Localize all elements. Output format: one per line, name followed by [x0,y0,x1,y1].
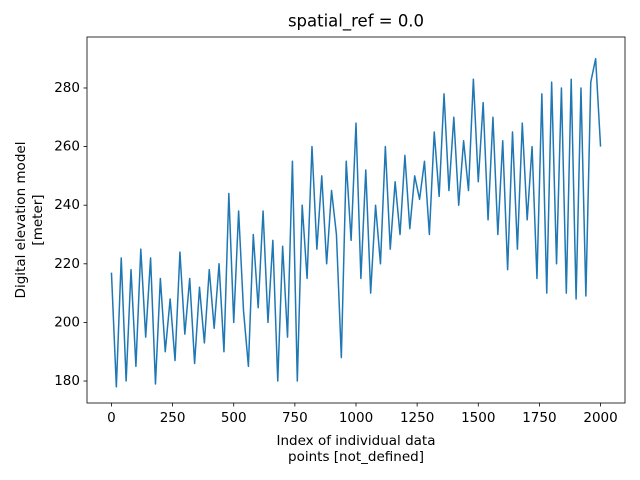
x-tick-label: 750 [282,410,308,426]
y-axis-label: [meter] [30,194,46,245]
x-tick-label: 250 [160,410,186,426]
y-tick-label: 280 [54,80,80,96]
y-axis-label: Digital elevation model [13,142,29,299]
x-axis-label: points [not_defined] [288,449,424,465]
plot-frame [86,36,626,404]
x-tick-label: 1750 [522,410,556,426]
y-tick-label: 200 [54,314,80,330]
x-tick-label: 1250 [400,410,434,426]
y-tick-label: 240 [54,197,80,213]
x-axis-label: Index of individual data [277,433,436,449]
x-tick-label: 2000 [583,410,617,426]
chart-title: spatial_ref = 0.0 [288,12,424,32]
x-tick-label: 1500 [461,410,495,426]
y-tick-label: 220 [54,256,80,272]
data-line [110,57,602,388]
x-tick-label: 1000 [339,410,373,426]
y-tick-label: 260 [54,139,80,155]
x-tick-label: 500 [221,410,247,426]
x-tick-label: 0 [107,410,116,426]
y-tick-label: 180 [54,373,80,389]
